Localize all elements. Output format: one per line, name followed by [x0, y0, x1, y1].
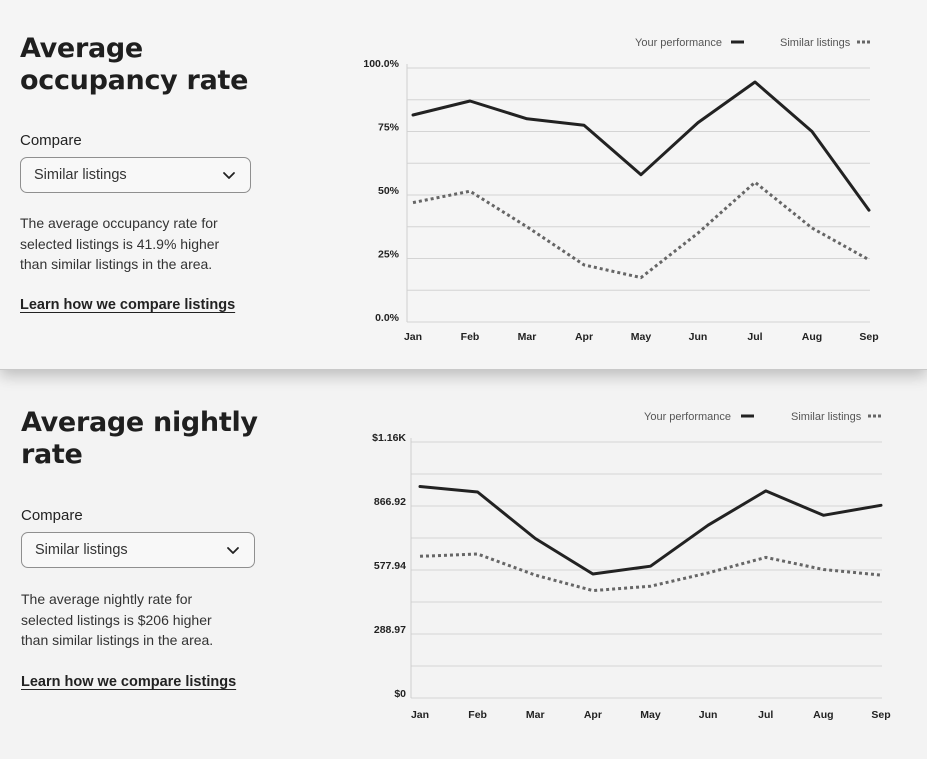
x-tick-label: Jul	[747, 331, 762, 343]
description-line: The average nightly rate for	[21, 591, 193, 607]
chevron-down-icon	[227, 547, 239, 554]
y-tick-label: 100.0%	[363, 58, 399, 70]
x-tick-label: Apr	[584, 709, 602, 721]
y-tick-label: $0	[394, 688, 406, 700]
description-line: selected listings is 41.9% higher	[20, 235, 220, 252]
nightly-title-line2: rate	[21, 439, 83, 470]
legend-label: Similar listings	[791, 411, 862, 423]
series-your-performance-line	[418, 485, 883, 576]
description-line: than similar listings in the area.	[20, 256, 213, 272]
occupancy-title: Average occupancy rate	[20, 33, 248, 97]
description-line: than similar listings in the area.	[21, 632, 214, 648]
x-tick-label: Feb	[461, 331, 480, 343]
x-tick-label: Feb	[468, 709, 487, 721]
occupancy-title-line2: occupancy rate	[20, 65, 249, 96]
series-your-performance-line	[411, 80, 871, 212]
compare-select[interactable]: Similar listings	[20, 157, 251, 193]
nightly-rate-chart: $0 288.97 577.94 866.92 $1.16K Jan Feb Mar Apr Ma…	[372, 411, 890, 721]
x-tick-label: May	[640, 709, 661, 721]
x-tick-label: May	[631, 331, 652, 343]
x-tick-label: Apr	[575, 331, 593, 343]
description-line: selected listings is $206 higher	[21, 611, 212, 628]
learn-compare-link[interactable]: Learn how we compare listings	[20, 297, 236, 313]
compare-select-value: Similar listings	[34, 167, 127, 183]
x-tick-label: Sep	[859, 331, 878, 343]
occupancy-chart: 0.0% 25% 50% 75% 100.0% Jan Feb Mar Apr May Jun Jul…	[363, 37, 878, 343]
learn-compare-link[interactable]: Learn how we compare listings	[21, 674, 237, 690]
nightly-rate-title: Average nightly rate	[21, 407, 258, 471]
x-tick-label: Jan	[404, 331, 422, 343]
nightly-title-line1: Average nightly	[21, 407, 258, 438]
nightly-rate-panel: Average nightly rate Compare Similar lis…	[0, 370, 927, 759]
description-line: The average occupancy rate for	[20, 215, 218, 231]
compare-label: Compare	[21, 507, 83, 524]
chevron-down-icon	[223, 172, 235, 179]
y-tick-label: 75%	[378, 122, 400, 134]
compare-select[interactable]: Similar listings	[21, 532, 255, 568]
compare-label: Compare	[20, 132, 82, 149]
x-tick-label: Jun	[699, 709, 718, 721]
occupancy-title-line1: Average	[20, 33, 143, 64]
x-tick-label: Aug	[802, 331, 822, 343]
series-similar-listings-line	[412, 180, 870, 280]
y-tick-label: 0.0%	[375, 312, 400, 324]
y-tick-label: 288.97	[374, 624, 406, 636]
compare-select-value: Similar listings	[35, 542, 128, 558]
legend-label: Your performance	[635, 37, 722, 49]
y-tick-label: 25%	[378, 249, 400, 261]
x-tick-label: Aug	[813, 709, 833, 721]
x-tick-label: Jun	[689, 331, 708, 343]
x-tick-label: Sep	[871, 709, 890, 721]
y-tick-label: 866.92	[374, 496, 406, 508]
x-tick-label: Mar	[526, 709, 545, 721]
nightly-rate-description: The average nightly rate for selected li…	[21, 589, 213, 651]
occupancy-description: The average occupancy rate for selected …	[20, 213, 219, 275]
y-tick-label: $1.16K	[372, 432, 406, 444]
occupancy-panel: Average occupancy rate Compare Similar l…	[0, 0, 927, 370]
x-tick-label: Jan	[411, 709, 429, 721]
x-tick-label: Mar	[518, 331, 537, 343]
x-tick-label: Jul	[758, 709, 773, 721]
y-tick-label: 577.94	[374, 560, 406, 572]
legend-label: Your performance	[644, 411, 731, 423]
legend-label: Similar listings	[780, 37, 851, 49]
series-similar-listings-line	[419, 552, 882, 593]
y-tick-label: 50%	[378, 185, 400, 197]
